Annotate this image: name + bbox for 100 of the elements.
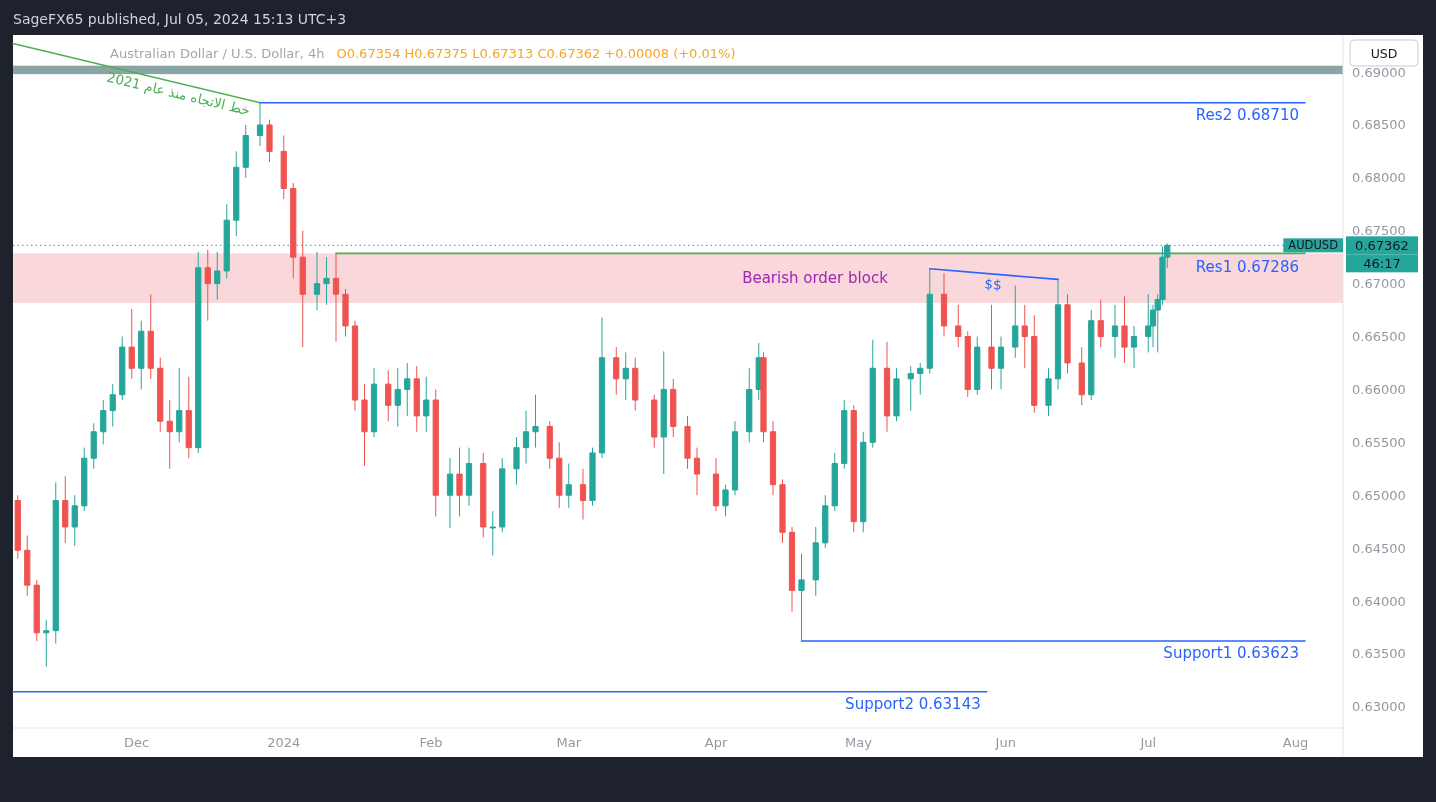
candlestick xyxy=(313,251,321,311)
candlestick xyxy=(81,447,88,512)
candlestick xyxy=(1145,293,1152,353)
candlestick xyxy=(266,119,273,163)
candlestick xyxy=(883,341,891,433)
candlestick xyxy=(71,494,78,547)
x-tick-label: Jun xyxy=(994,734,1016,750)
x-tick-label: Dec xyxy=(123,734,150,750)
candlestick xyxy=(195,251,202,454)
candlestick xyxy=(138,320,145,390)
candlestick xyxy=(24,534,31,597)
y-tick-label: 0.65500 xyxy=(1352,434,1406,450)
y-tick-label: 0.63500 xyxy=(1352,646,1406,662)
y-tick-label: 0.68000 xyxy=(1352,170,1406,186)
x-tick-label: Feb xyxy=(419,734,443,750)
annotation: O0.67354 H0.67375 L0.67313 C0.67362 +0.00008 (+0.01%) xyxy=(336,45,736,61)
candlestick xyxy=(731,420,739,496)
candlestick xyxy=(299,230,306,348)
candlestick xyxy=(622,351,629,401)
candlestick xyxy=(556,441,563,509)
candlestick xyxy=(214,251,221,300)
annotation: AUDUSD xyxy=(1288,238,1339,253)
candlestick xyxy=(660,350,667,475)
candlestick xyxy=(456,447,463,517)
candlestick xyxy=(1064,293,1071,375)
candlestick xyxy=(589,447,596,507)
candlestick xyxy=(242,124,249,179)
candlestick xyxy=(760,351,767,443)
y-tick-label: 0.68500 xyxy=(1352,117,1406,133)
candlestick xyxy=(166,399,173,470)
series-label: Support1 0.63623 xyxy=(1163,643,1299,662)
candlestick xyxy=(860,431,867,533)
candlestick xyxy=(907,365,914,412)
candlestick xyxy=(712,457,720,512)
candlestick xyxy=(52,482,59,644)
candlestick xyxy=(964,330,971,398)
candlestick xyxy=(342,288,349,338)
candlestick xyxy=(147,293,154,380)
annotation: Res1 0.67286 xyxy=(1195,258,1299,277)
candlestick xyxy=(788,526,796,613)
candlestick xyxy=(546,420,553,470)
candlestick xyxy=(579,468,587,521)
candlestick xyxy=(598,316,606,459)
candlestick xyxy=(33,579,40,642)
candlestick xyxy=(100,399,107,445)
x-tick-label: 2024 xyxy=(267,734,301,750)
y-tick-label: 0.64500 xyxy=(1352,540,1406,556)
y-tick-label: 0.67000 xyxy=(1352,276,1406,292)
candlestick xyxy=(798,552,805,642)
candlestick xyxy=(480,452,487,539)
candlestick xyxy=(465,447,473,507)
candlestick xyxy=(746,367,753,443)
x-tick-label: Jul xyxy=(1139,734,1157,750)
y-tick-label: 0.69000 xyxy=(1352,64,1406,80)
candlestick xyxy=(831,452,838,512)
candlestick xyxy=(290,182,297,279)
candlestick xyxy=(670,378,677,438)
candlestick xyxy=(1054,278,1062,390)
y-tick-label: 0.65000 xyxy=(1352,487,1406,503)
y-tick-label: 0.67500 xyxy=(1352,223,1406,239)
candlestick xyxy=(841,399,848,470)
x-tick-label: Apr xyxy=(704,734,728,750)
candlestick xyxy=(90,422,97,470)
candlestick xyxy=(926,268,933,375)
x-tick-label: May xyxy=(845,734,873,750)
candlestick xyxy=(489,510,496,557)
series-label: Res2 0.68710 xyxy=(1195,105,1299,124)
x-tick-label: Aug xyxy=(1282,734,1309,750)
candlestick xyxy=(1031,314,1038,414)
candlestick xyxy=(185,376,192,459)
candlestick xyxy=(522,410,530,464)
candlestick xyxy=(893,367,900,422)
candlestick xyxy=(974,336,981,396)
candlestick xyxy=(613,346,620,396)
candlestick xyxy=(43,619,50,668)
y-tick-label: 0.64000 xyxy=(1352,593,1406,609)
candlestick xyxy=(822,494,829,549)
candlestick xyxy=(1097,299,1104,348)
series-label: $$ xyxy=(983,275,1003,293)
x-tick-label: Mar xyxy=(556,734,582,750)
candlestick xyxy=(128,308,135,380)
candlestick xyxy=(651,394,658,449)
candlestick xyxy=(779,478,786,544)
y-tick-label: 0.66500 xyxy=(1352,329,1406,345)
candlestick xyxy=(1012,285,1019,359)
candlestick xyxy=(432,388,439,517)
candlestick xyxy=(955,304,962,348)
candlestick xyxy=(1088,309,1095,401)
candlestick xyxy=(565,463,572,509)
candlestick xyxy=(917,362,924,396)
chart-title: SageFX65 published, Jul 05, 2024 15:13 UTC+3 xyxy=(13,11,347,27)
candlestick xyxy=(109,383,116,427)
candlestick xyxy=(1130,325,1138,369)
candlestick xyxy=(499,457,506,533)
candlestick xyxy=(394,367,401,427)
candlestick xyxy=(532,394,539,449)
candlestick xyxy=(280,135,287,200)
candlestick xyxy=(370,367,378,438)
text: خط الاتجاه منذ عام 2021 xyxy=(105,68,252,119)
candlestick xyxy=(1121,295,1128,364)
